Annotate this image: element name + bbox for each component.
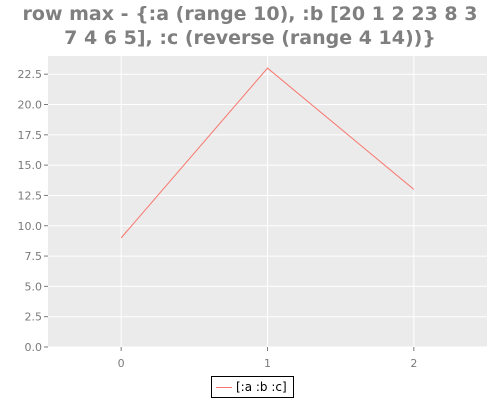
y-tick-label: 5.0 [25,280,43,293]
legend-label: [:a :b :c] [236,380,287,394]
y-tick-label: 10.0 [18,220,43,233]
x-tick-label: 2 [410,357,417,370]
y-axis: 0.0 2.5 5.0 7.5 10.0 12.5 15.0 17.5 20.0 22.5 [18,68,48,354]
x-tick-label: 1 [264,357,271,370]
y-tick-label: 15.0 [18,159,43,172]
y-tick-label: 12.5 [18,189,43,202]
legend-swatch [216,386,232,388]
chart-title-line-2: 7 4 6 5], :c (reverse (range 4 14))} [64,27,436,49]
y-tick-label: 2.5 [25,311,43,324]
x-axis: 0 1 2 [118,347,417,370]
x-tick-label: 0 [118,357,125,370]
y-tick-label: 0.0 [25,341,43,354]
chart-title: row max - {:a (range 10), :b [20 1 2 23 … [0,2,500,50]
gridlines [48,56,487,348]
chart-title-line-1: row max - {:a (range 10), :b [20 1 2 23 … [22,3,478,25]
y-tick-label: 7.5 [25,250,43,263]
y-tick-label: 17.5 [18,129,43,142]
series-layer [120,67,415,239]
y-tick-label: 22.5 [18,68,43,81]
y-tick-label: 20.0 [18,99,43,112]
legend: [:a :b :c] [211,376,294,398]
